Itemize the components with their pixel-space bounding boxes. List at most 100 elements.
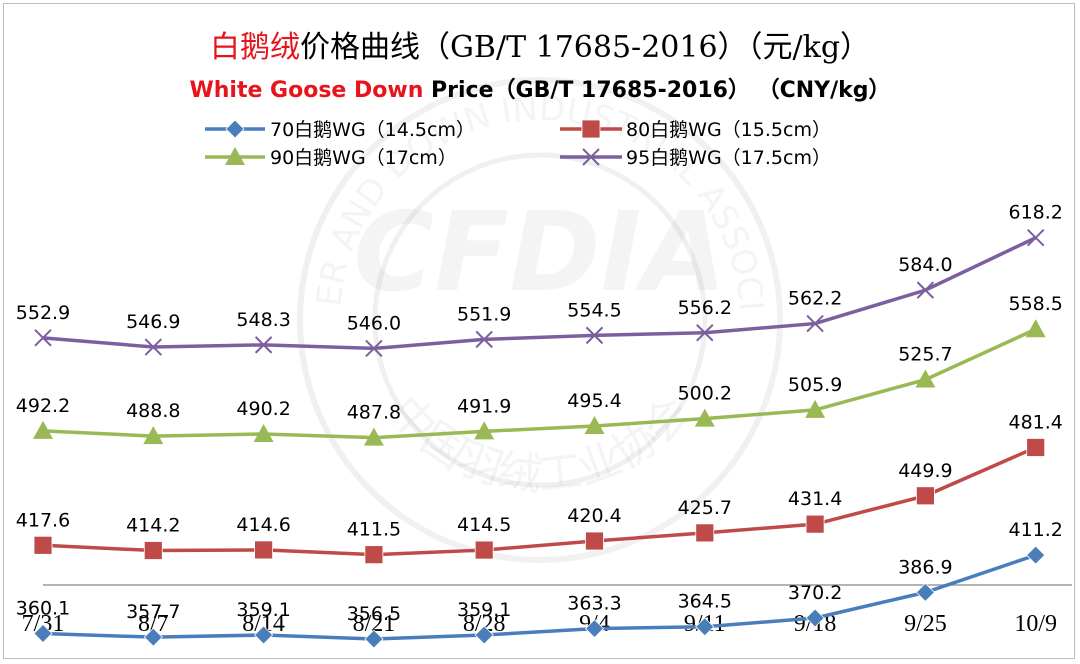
data-label: 411.5 [347, 519, 401, 541]
data-label: 386.9 [898, 556, 952, 578]
data-label: 370.2 [788, 582, 842, 604]
data-point-diamond [225, 119, 245, 139]
data-point-x [365, 339, 383, 358]
data-point-x [475, 330, 493, 349]
data-label: 417.6 [16, 509, 70, 531]
data-point-square [1026, 438, 1046, 457]
data-label: 546.9 [126, 311, 180, 333]
data-point-triangle [143, 426, 164, 445]
title-en-highlight: White Goose Down [189, 78, 424, 103]
data-label: 505.9 [788, 374, 842, 396]
data-label: 357.7 [126, 601, 180, 623]
data-label: 359.1 [236, 599, 290, 621]
legend-item: 95白鹅WG（17.5cm） [560, 147, 831, 169]
data-label: 414.2 [126, 515, 180, 537]
data-label: 359.1 [457, 599, 511, 621]
data-label: 548.3 [236, 309, 290, 331]
x-tick-label: 10/9 [1014, 611, 1057, 637]
series-4: 552.9 546.9 548.3 546.0 551.9 554.5 556.2 562.2… [16, 202, 1063, 358]
data-label: 411.2 [1008, 519, 1062, 541]
data-point-x [254, 336, 273, 354]
data-point-square [364, 545, 384, 565]
data-point-x [806, 314, 824, 333]
legend-label: 90白鹅WG（17cm） [270, 147, 457, 169]
data-point-triangle [584, 416, 605, 435]
data-label: 360.1 [16, 597, 70, 619]
data-label: 488.8 [126, 400, 180, 422]
title-en-rest: Price（GB/T 17685-2016） （CNY/kg） [423, 78, 891, 103]
data-label: 495.4 [567, 390, 621, 412]
legend-label: 70白鹅WG（14.5cm） [270, 119, 475, 141]
series-line [42, 327, 1037, 440]
chart-title-chinese: 白鹅绒价格曲线（GB/T 17685-2016）（元/kg） [0, 22, 1080, 66]
data-point-triangle [225, 147, 245, 165]
data-point-diamond [915, 582, 935, 602]
data-point-diamond [143, 627, 163, 647]
data-point-x [582, 148, 600, 166]
x-tick-label: 9/25 [904, 611, 947, 637]
data-point-x [696, 324, 714, 342]
data-label: 449.9 [898, 460, 952, 482]
data-point-square [585, 531, 604, 551]
data-label: 487.8 [347, 402, 401, 424]
data-point-diamond [805, 608, 825, 628]
data-point-diamond [474, 625, 494, 645]
legend: 70白鹅WG（14.5cm） 80白鹅WG（15.5cm） 90白鹅WG（17cm）… [205, 119, 831, 169]
data-label: 481.4 [1008, 411, 1062, 433]
title-cn-rest: 价格曲线（GB/T 17685-2016）（元/kg） [299, 30, 871, 65]
data-point-square [916, 486, 935, 506]
data-point-square [474, 540, 494, 560]
data-label: 525.7 [898, 344, 952, 366]
data-label: 363.3 [567, 593, 621, 615]
data-point-square [805, 514, 825, 534]
data-label: 364.5 [678, 591, 732, 613]
data-point-triangle [253, 423, 274, 442]
legend-item: 90白鹅WG（17cm） [205, 147, 457, 169]
title-cn-highlight: 白鹅绒 [209, 30, 300, 65]
legend-item: 80白鹅WG（15.5cm） [560, 119, 831, 141]
data-label: 552.9 [16, 302, 70, 324]
data-point-x [1026, 228, 1045, 247]
legend-label: 80白鹅WG（15.5cm） [626, 119, 831, 141]
series-1: 360.1 357.7 359.1 356.5 359.1 363.3 364.5 370.2… [16, 519, 1063, 649]
data-label: 492.2 [16, 395, 70, 417]
data-label: 584.0 [898, 254, 952, 276]
series-3: 492.2 488.8 490.2 487.8 491.9 495.4 500.2 505.9… [16, 293, 1063, 446]
data-label: 491.9 [457, 395, 511, 417]
data-label: 490.2 [236, 398, 290, 420]
data-label: 618.2 [1008, 202, 1062, 224]
data-label: 554.5 [567, 299, 621, 321]
data-point-diamond [364, 629, 384, 649]
data-point-triangle [805, 399, 826, 418]
data-label: 414.6 [236, 514, 290, 536]
data-label: 558.5 [1008, 293, 1062, 315]
data-point-x [34, 329, 52, 347]
data-point-x [916, 281, 935, 299]
data-label: 500.2 [678, 383, 732, 405]
legend-label: 95白鹅WG（17.5cm） [626, 147, 831, 169]
chart-title-english: White Goose Down Price（GB/T 17685-2016） … [0, 72, 1080, 104]
watermark-logo-text: CFDIA [353, 188, 726, 316]
legend-item: 70白鹅WG（14.5cm） [205, 119, 475, 141]
data-point-diamond [584, 619, 605, 639]
data-point-triangle [474, 421, 495, 440]
data-point-diamond [33, 623, 53, 644]
data-point-x [144, 338, 163, 356]
series-line [42, 236, 1037, 351]
data-point-diamond [254, 625, 274, 645]
data-point-triangle [363, 427, 384, 446]
data-point-square [143, 541, 163, 560]
data-point-square [254, 540, 274, 560]
data-label: 425.7 [678, 497, 732, 519]
data-point-diamond [1026, 545, 1046, 565]
data-point-x [585, 326, 604, 345]
data-label: 356.5 [347, 603, 401, 625]
data-label: 414.5 [457, 514, 511, 536]
data-point-triangle [1025, 319, 1046, 338]
data-label: 556.2 [678, 297, 732, 319]
series-line [42, 445, 1037, 557]
data-point-diamond [695, 617, 715, 637]
data-point-square [695, 523, 715, 543]
data-point-triangle [915, 369, 936, 388]
